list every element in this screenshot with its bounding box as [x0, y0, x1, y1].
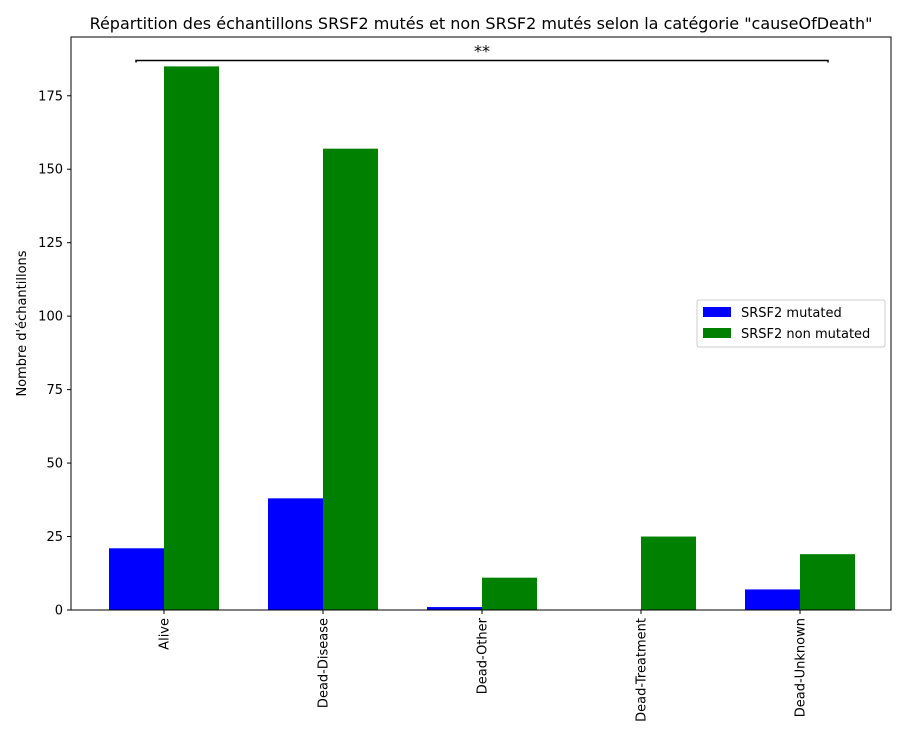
bar-non-mutated-dead-disease [323, 148, 378, 610]
significance-bracket [135, 59, 829, 63]
legend-label: SRSF2 non mutated [741, 327, 870, 342]
plot-area-frame [70, 36, 892, 611]
legend-label: SRSF2 mutated [741, 306, 842, 321]
y-axis-ticks: 0 25 50 75 100 125 150 175 [38, 89, 71, 619]
x-axis-ticks: Alive Dead-Disease Dead-Other Dead-Treatmen… [158, 610, 809, 722]
x-tick-label: Dead-Other [476, 617, 491, 694]
bar-non-mutated-dead-treatment [641, 536, 696, 610]
y-tick-label: 175 [38, 89, 63, 104]
bar-non-mutated-alive [164, 66, 219, 610]
significance-stars: ** [474, 42, 490, 61]
y-tick-label: 0 [55, 604, 63, 619]
x-tick-label: Dead-Disease [317, 618, 332, 708]
y-tick-label: 50 [46, 457, 63, 472]
legend-swatch [703, 307, 731, 317]
legend-box [696, 299, 886, 348]
y-tick-label: 25 [46, 530, 63, 545]
bar-mutated-dead-other [427, 607, 482, 610]
legend: SRSF2 mutated SRSF2 non mutated [696, 299, 886, 348]
chart-title: Répartition des échantillons SRSF2 mutés… [90, 14, 873, 33]
y-tick-label: 75 [46, 383, 63, 398]
y-axis-label: Nombre d'échantillons [15, 250, 30, 396]
x-tick-label: Dead-Unknown [794, 618, 809, 717]
bar-mutated-dead-disease [268, 498, 323, 610]
x-tick-label: Alive [158, 618, 173, 650]
y-tick-label: 100 [38, 310, 63, 325]
bar-mutated-dead-unknown [745, 589, 800, 610]
y-tick-label: 125 [38, 236, 63, 251]
significance-annotation: ** [135, 42, 829, 63]
bar-non-mutated-dead-unknown [800, 554, 855, 610]
legend-swatch [703, 328, 731, 338]
bar-mutated-alive [109, 548, 164, 610]
bars-group [109, 66, 855, 610]
bar-non-mutated-dead-other [482, 577, 537, 610]
x-tick-label: Dead-Treatment [635, 618, 650, 722]
y-tick-label: 150 [38, 163, 63, 178]
